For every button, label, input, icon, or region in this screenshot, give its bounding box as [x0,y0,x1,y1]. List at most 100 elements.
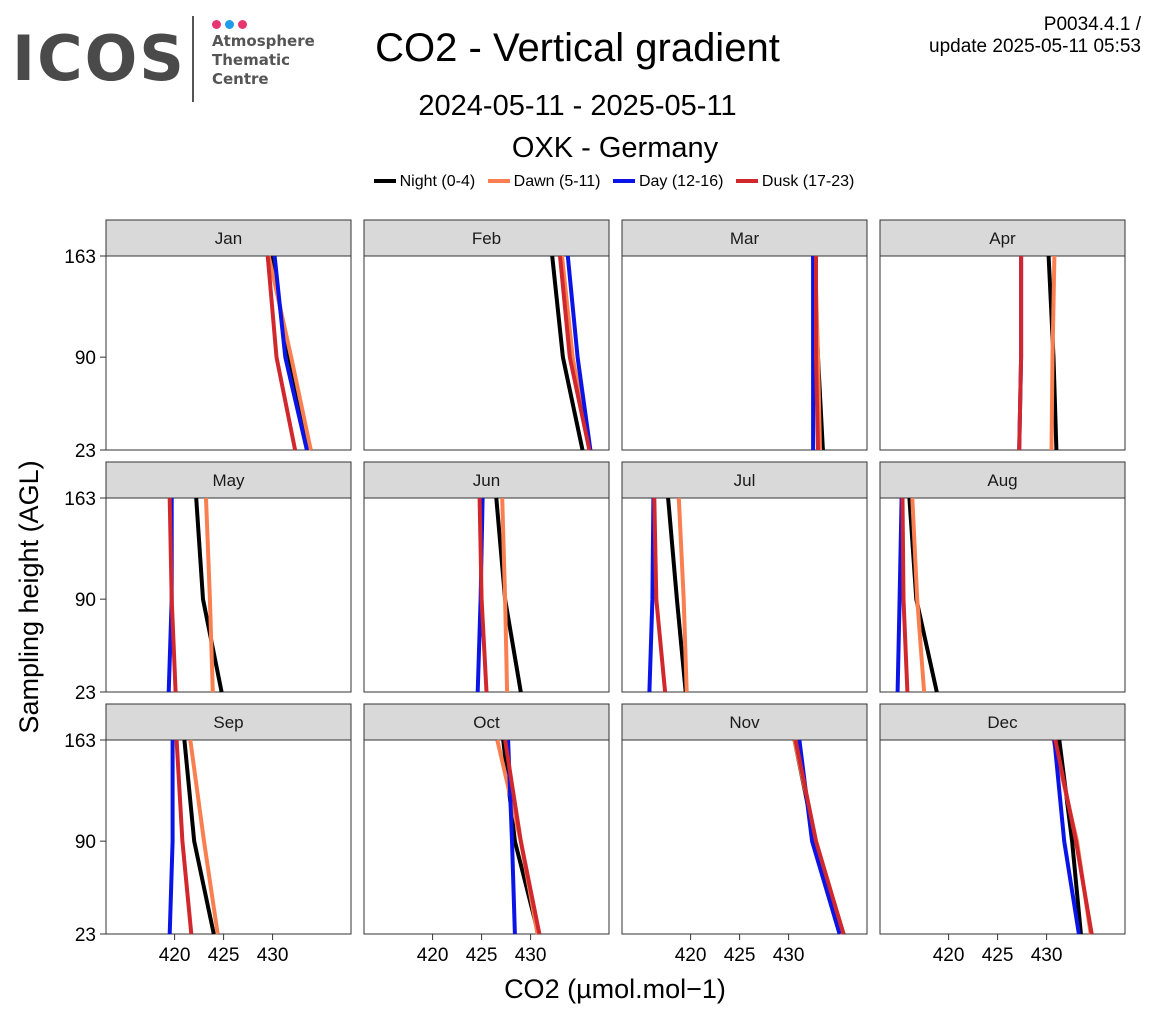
y-tick-label: 23 [75,683,96,704]
facet-panel [105,739,352,935]
series-line [1053,739,1094,935]
facet-strip-label: Apr [989,229,1016,248]
legend-label: Dusk (17-23) [761,173,855,190]
legend-item-dusk: Dusk (17-23) [735,172,855,192]
facet-strip-label: Jun [473,471,500,490]
x-tick-label: 425 [466,945,498,966]
facet-strip-label: Aug [987,471,1017,490]
y-tick-label: 23 [75,925,96,946]
series-line [194,497,224,693]
facet-strip [621,219,868,257]
series-line [477,497,489,693]
logo-divider [192,16,194,102]
x-tick-label: 430 [257,945,289,966]
legend-item-dawn: Dawn (5-11) [487,172,601,192]
x-tick-label: 420 [933,945,965,966]
legend-item-day: Day (12-16) [612,172,724,192]
facet-strip-label: Feb [472,229,501,248]
facet-strip [363,461,610,499]
series-line [500,497,510,693]
facet-strip-label: Oct [473,713,500,732]
facet-strip [363,703,610,741]
facet-strip-label: Sep [213,713,243,732]
facet-strip [621,461,868,499]
x-tick-label: 420 [675,945,707,966]
logo-dot [238,20,247,29]
x-tick-label: 420 [417,945,449,966]
version-info: P0034.4.1 / update 2025-05-11 05:53 [929,14,1141,58]
series-line [652,497,668,693]
series-line [182,739,216,935]
series-line [666,497,688,693]
series-line [565,255,593,451]
facet-panel [105,497,352,693]
facet-strip-label: Jan [215,229,242,248]
y-axis-title: Sampling height (AGL) [14,460,44,733]
logo-dot [225,20,234,29]
facet-strip-label: Jul [734,471,756,490]
x-tick-label: 420 [159,945,191,966]
series-line [1017,256,1024,451]
series-line [188,739,220,935]
legend-label: Night (0-4) [399,173,476,190]
series-line [793,739,846,935]
facet-strip [621,703,868,741]
chart-title: CO2 - Vertical gradient [375,26,780,70]
series-line [174,739,194,935]
x-tick-label: 430 [515,945,547,966]
logo-wordmark: ICOS [12,22,186,95]
facet-panel [879,255,1126,451]
x-tick-label: 430 [773,945,805,966]
legend-swatch [735,178,758,183]
series-line [910,497,927,693]
facet-panel [621,497,868,693]
x-tick-label: 425 [208,945,240,966]
y-tick-label: 163 [64,489,96,510]
facet-panel [363,739,610,935]
y-tick-label: 163 [64,247,96,268]
series-line [167,740,175,935]
chart-legend: Night (0-4) Dawn (5-11) Day (12-16) Dusk… [0,172,1155,192]
x-tick-label: 430 [1031,945,1063,966]
facet-strip-label: Nov [729,713,760,732]
facet-strip [879,219,1126,257]
series-line [900,497,910,693]
site-name: OXK - Germany [511,132,719,164]
facet-strip [879,461,1126,499]
logo-subtitle: Atmosphere Thematic Centre [212,32,315,89]
series-line [558,255,592,451]
y-tick-label: 90 [75,590,96,611]
series-line [272,255,309,451]
x-tick-label: 425 [982,945,1014,966]
x-axis-title: CO2 (µmol.mol−1) [504,974,726,1004]
y-tick-label: 163 [64,731,96,752]
date-range: 2024-05-11 - 2025-05-11 [418,90,737,122]
logo-line: Atmosphere [212,32,315,50]
series-line [503,739,542,935]
facet-strip [879,703,1126,741]
facet-strip-label: Dec [987,713,1018,732]
y-tick-label: 90 [75,832,96,853]
legend-item-night: Night (0-4) [373,172,476,192]
y-tick-label: 23 [75,441,96,462]
y-tick-label: 90 [75,348,96,369]
series-line [676,497,689,693]
facet-panel [621,739,868,935]
logo-line: Thematic [212,51,291,69]
facet-panel [621,255,868,451]
series-line [265,255,298,451]
x-tick-label: 425 [724,945,756,966]
facet-strip-label: Mar [730,229,760,248]
facet-strip-label: May [212,471,245,490]
facet-strip [105,219,352,257]
legend-swatch [612,178,635,183]
update-timestamp: update 2025-05-11 05:53 [929,36,1141,57]
series-line [814,256,820,451]
logo-line: Centre [212,70,269,88]
logo-dots [212,16,251,34]
legend-swatch [373,178,396,183]
series-line [204,497,215,693]
series-line [167,497,178,693]
legend-label: Day (12-16) [638,173,724,190]
